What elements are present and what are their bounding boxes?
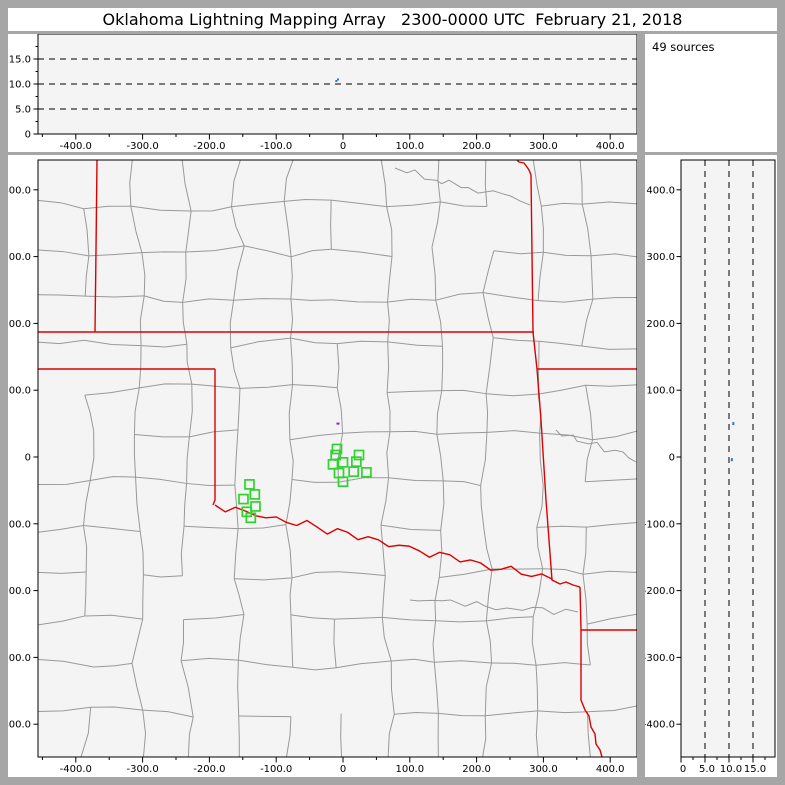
ns-altitude-border (680, 159, 776, 758)
svg-text:15.0: 15.0 (744, 764, 766, 775)
svg-text:100.0: 100.0 (646, 386, 675, 397)
source-dot (732, 422, 735, 426)
svg-text:300.0: 300.0 (529, 764, 558, 775)
county-lines (38, 160, 637, 757)
ns-altitude-panel: 400.0 300.0 200.0 100.0 0 -100.0 -200.0 -300.0 -… (645, 155, 777, 777)
station-marker (238, 493, 249, 505)
station-marker (327, 458, 339, 470)
svg-text:10.0: 10.0 (9, 80, 31, 91)
station-marker (337, 476, 349, 488)
svg-text:300.0: 300.0 (8, 252, 31, 263)
altitude-y-axis: 0 5.0 10.0 15.0 (9, 46, 38, 141)
svg-text:-300.0: -300.0 (126, 764, 158, 775)
svg-text:-200.0: -200.0 (193, 764, 225, 775)
ew-altitude-plot: 0 5.0 10.0 15.0 -400.0 -300.0 -200.0 -100.0 0 100… (9, 34, 637, 152)
svg-text:5.0: 5.0 (15, 105, 31, 116)
svg-text:400.0: 400.0 (8, 185, 31, 196)
svg-text:-400.0: -400.0 (60, 141, 92, 152)
ew-x-axis: -400.0 -300.0 -200.0 -100.0 0 100.0 200.0 300.0… (41, 134, 625, 152)
svg-text:100.0: 100.0 (395, 141, 424, 152)
plan-view-border (37, 159, 637, 758)
svg-text:400.0: 400.0 (646, 185, 675, 196)
ns-altitude-background (681, 160, 775, 757)
station-marker (361, 467, 372, 478)
svg-text:0: 0 (340, 764, 346, 775)
svg-text:-400.0: -400.0 (645, 720, 675, 731)
lma-stations (238, 443, 372, 524)
station-marker (337, 456, 349, 468)
svg-text:100.0: 100.0 (395, 764, 424, 775)
svg-text:10.0: 10.0 (720, 764, 742, 775)
station-marker (245, 512, 257, 524)
source-dot (336, 422, 340, 425)
ew-x-axis: -400.0 -300.0 -200.0 -100.0 0 100.0 200.0 300.0… (41, 757, 625, 775)
svg-text:-200.0: -200.0 (8, 586, 31, 597)
lightning-sources (335, 78, 339, 82)
svg-text:-300.0: -300.0 (126, 141, 158, 152)
plan-view-map-plot: 400.0300.0200.0100.00-100.0-200.0-300.0-… (8, 159, 637, 775)
ew-altitude-panel: 0 5.0 10.0 15.0 -400.0 -300.0 -200.0 -100.0 0 100… (8, 34, 637, 152)
svg-text:-100.0: -100.0 (8, 519, 31, 530)
plan-view-map-panel: 400.0300.0200.0100.00-100.0-200.0-300.0-… (8, 155, 637, 777)
ns-altitude-plot: 400.0 300.0 200.0 100.0 0 -100.0 -200.0 -300.0 -… (645, 159, 776, 775)
svg-text:200.0: 200.0 (462, 141, 491, 152)
svg-text:0: 0 (25, 130, 31, 141)
station-marker (351, 456, 362, 468)
svg-text:-100.0: -100.0 (260, 141, 292, 152)
svg-text:100.0: 100.0 (8, 386, 31, 397)
svg-text:200.0: 200.0 (462, 764, 491, 775)
altitude-dashed-gridlines (704, 160, 754, 757)
station-marker (331, 443, 343, 455)
svg-text:-200.0: -200.0 (645, 586, 675, 597)
svg-text:-200.0: -200.0 (193, 141, 225, 152)
station-marker (249, 489, 261, 500)
svg-text:-400.0: -400.0 (60, 764, 92, 775)
sources-count-panel: 49 sources (645, 34, 777, 152)
station-marker (244, 479, 255, 490)
svg-text:200.0: 200.0 (8, 319, 31, 330)
svg-text:0: 0 (669, 453, 675, 464)
svg-text:300.0: 300.0 (529, 141, 558, 152)
sources-count-label: 49 sources (652, 40, 715, 54)
station-marker (348, 466, 360, 478)
state-borders (38, 160, 637, 757)
source-dot (336, 78, 339, 81)
svg-text:0: 0 (680, 764, 686, 775)
svg-text:0: 0 (340, 141, 346, 152)
ns-y-axis: 400.0 300.0 200.0 100.0 0 -100.0 -200.0 -300.0 -… (8, 185, 38, 731)
svg-text:-300.0: -300.0 (645, 653, 675, 664)
svg-text:-100.0: -100.0 (645, 519, 675, 530)
svg-text:-400.0: -400.0 (8, 720, 31, 731)
station-marker (353, 449, 365, 461)
svg-text:400.0: 400.0 (596, 764, 625, 775)
altitude-dashed-gridlines (38, 58, 637, 110)
svg-text:15.0: 15.0 (9, 55, 31, 66)
lightning-sources (730, 422, 735, 462)
plan-view-background (38, 160, 637, 757)
altitude-x-axis: 0 5.0 10.0 15.0 (680, 757, 766, 775)
svg-text:-100.0: -100.0 (260, 764, 292, 775)
ns-y-axis: 400.0 300.0 200.0 100.0 0 -100.0 -200.0 -300.0 -… (645, 185, 681, 731)
svg-text:-300.0: -300.0 (8, 653, 31, 664)
svg-text:400.0: 400.0 (596, 141, 625, 152)
svg-text:200.0: 200.0 (646, 319, 675, 330)
svg-text:300.0: 300.0 (646, 252, 675, 263)
source-dot (335, 80, 338, 82)
source-dot (730, 458, 733, 462)
svg-text:5.0: 5.0 (699, 764, 715, 775)
page-title: Oklahoma Lightning Mapping Array 2300-00… (8, 8, 777, 31)
svg-text:0: 0 (25, 453, 31, 464)
